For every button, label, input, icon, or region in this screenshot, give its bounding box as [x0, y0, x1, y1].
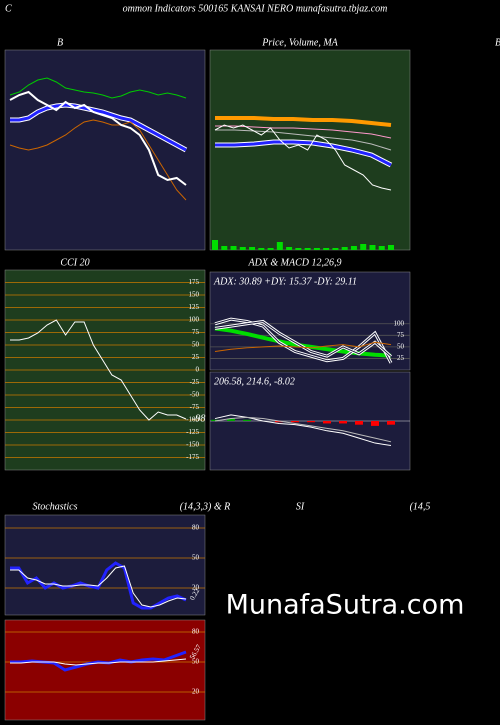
volume-bar	[323, 248, 330, 250]
volume-bar	[341, 247, 348, 250]
line	[214, 318, 392, 364]
histogram-bar	[243, 419, 251, 421]
y-tick-label: -50	[190, 391, 200, 399]
y-tick-label: 50	[397, 342, 405, 350]
volume-bar	[360, 244, 367, 250]
volume-bar	[313, 248, 320, 250]
volume-bar	[212, 240, 218, 250]
stats: ADX: 30.89 +DY: 15.37 -DY: 29.11	[213, 276, 357, 287]
volume-bar	[258, 248, 265, 250]
volume-bar	[350, 246, 357, 250]
line	[9, 77, 187, 99]
y-tick-label: -75	[190, 403, 200, 411]
y-tick-label: 175	[189, 278, 200, 286]
y-tick-label: -150	[186, 441, 199, 449]
edge-label: B	[495, 37, 500, 48]
chart-title: SI	[296, 501, 305, 512]
volume-bar	[286, 247, 293, 250]
line	[10, 319, 187, 421]
y-tick-label: -175	[186, 453, 199, 461]
chart-subtitle: (14,5	[410, 501, 431, 512]
line	[214, 341, 392, 353]
line	[9, 119, 187, 201]
stats: 206.58, 214.6, -8.02	[214, 376, 295, 387]
y-tick-label: 80	[192, 628, 200, 636]
histogram-bar	[275, 421, 283, 423]
watermark: MunafaSutra.com	[226, 590, 465, 621]
header-left: C	[5, 3, 12, 14]
y-tick-label: 25	[192, 353, 200, 361]
y-tick-label: -125	[186, 428, 199, 436]
line	[215, 116, 392, 127]
chart-subtitle: (14,3,3) & R	[180, 501, 231, 512]
chart-title: ADX & MACD 12,26,9	[247, 257, 341, 268]
y-tick-label: 125	[189, 303, 200, 311]
y-tick-label: -25	[190, 378, 200, 386]
line	[10, 565, 187, 608]
y-tick-label: 20	[192, 688, 200, 696]
y-tick-label: -100	[186, 416, 199, 424]
panel	[4, 619, 206, 721]
volume-bar	[304, 248, 311, 250]
line	[10, 658, 187, 666]
volume-bar	[230, 246, 237, 250]
volume-bar	[388, 245, 394, 250]
histogram-bar	[339, 421, 347, 424]
chart-title: Price, Volume, MA	[261, 37, 338, 48]
y-tick-label: 100	[394, 319, 405, 327]
y-tick-label: 80	[192, 524, 200, 532]
volume-bar	[332, 248, 339, 250]
y-tick-label: 50	[192, 658, 200, 666]
line	[215, 125, 392, 139]
line	[9, 90, 187, 186]
chart-title: CCI 20	[60, 257, 89, 268]
panel	[4, 49, 206, 251]
value-label: -98	[192, 413, 205, 424]
volume-bar	[221, 246, 228, 250]
panel	[209, 49, 411, 251]
volume-bar	[249, 247, 256, 250]
y-tick-label: 100	[189, 316, 200, 324]
line	[215, 129, 392, 151]
y-tick-label: 150	[189, 291, 200, 299]
line	[214, 124, 392, 191]
histogram-bar	[323, 421, 331, 424]
histogram-bar	[227, 418, 235, 421]
volume-bar	[276, 242, 283, 250]
y-tick-label: 20	[192, 584, 200, 592]
line	[10, 103, 187, 152]
histogram-bar	[211, 419, 219, 421]
line	[214, 414, 392, 446]
volume-bar	[369, 245, 376, 250]
chart-title: B	[57, 37, 63, 48]
histogram-bar	[387, 421, 395, 425]
y-tick-label: 50	[192, 341, 200, 349]
volume-bar	[239, 247, 246, 250]
volume-bar	[378, 246, 385, 250]
y-tick-label: 75	[397, 331, 405, 339]
y-tick-label: 75	[192, 328, 200, 336]
histogram-bar	[355, 421, 363, 425]
header-title: ommon Indicators 500165 KANSAI NERO muna…	[123, 3, 388, 14]
y-tick-label: 50	[192, 554, 200, 562]
line	[214, 416, 392, 443]
histogram-bar	[307, 421, 315, 423]
y-tick-label: 0	[196, 366, 200, 374]
volume-bar	[295, 248, 302, 250]
panel	[4, 514, 206, 616]
histogram-bar	[291, 421, 299, 423]
chart-title: Stochastics	[33, 501, 78, 512]
y-tick-label: 25	[397, 354, 405, 362]
line	[215, 140, 392, 167]
volume-bar	[267, 248, 274, 250]
histogram-bar	[371, 421, 379, 426]
